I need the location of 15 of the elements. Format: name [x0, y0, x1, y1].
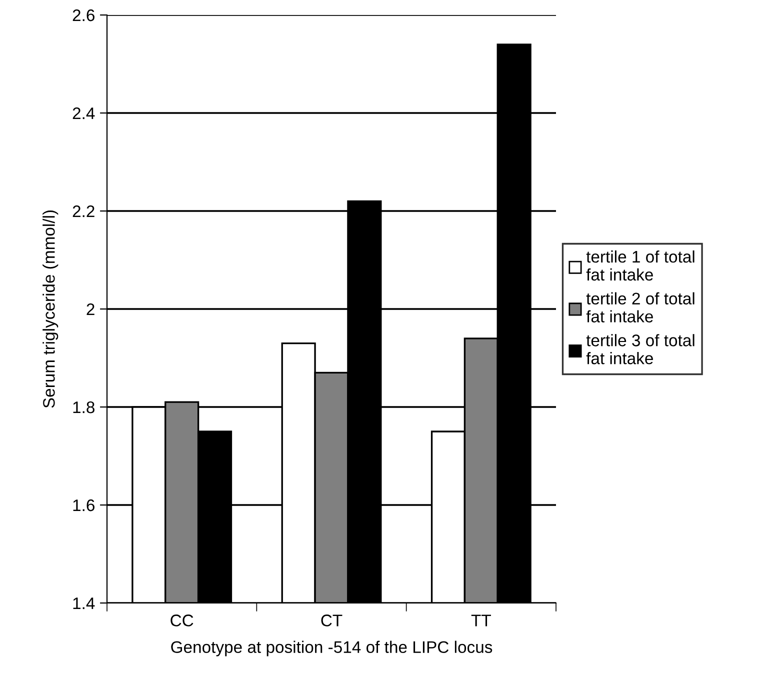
y-tick-label: 1.6: [73, 499, 94, 512]
y-tick-label: 2.6: [72, 9, 94, 22]
y-tick-label: 1.4: [73, 598, 95, 610]
legend-label: tertile 3 of total fat intake: [586, 334, 694, 364]
x-tick-label: CT: [321, 614, 342, 626]
y-axis-title: Serum triglyceride (mmol/l): [42, 210, 58, 408]
y-tick-label: 2: [86, 303, 94, 316]
x-tick-label: CC: [170, 614, 194, 626]
x-axis-title: Genotype at position -514 of the LIPC locus: [171, 640, 492, 656]
x-tick-label: TT: [471, 614, 491, 626]
legend-label: tertile 2 of total fat intake: [586, 292, 694, 322]
legend-label: tertile 1 of total fat intake: [586, 250, 694, 281]
y-tick-label: 1.8: [73, 401, 94, 414]
y-tick-label: 2.4: [72, 107, 95, 120]
y-tick-label: 2.2: [72, 205, 94, 218]
